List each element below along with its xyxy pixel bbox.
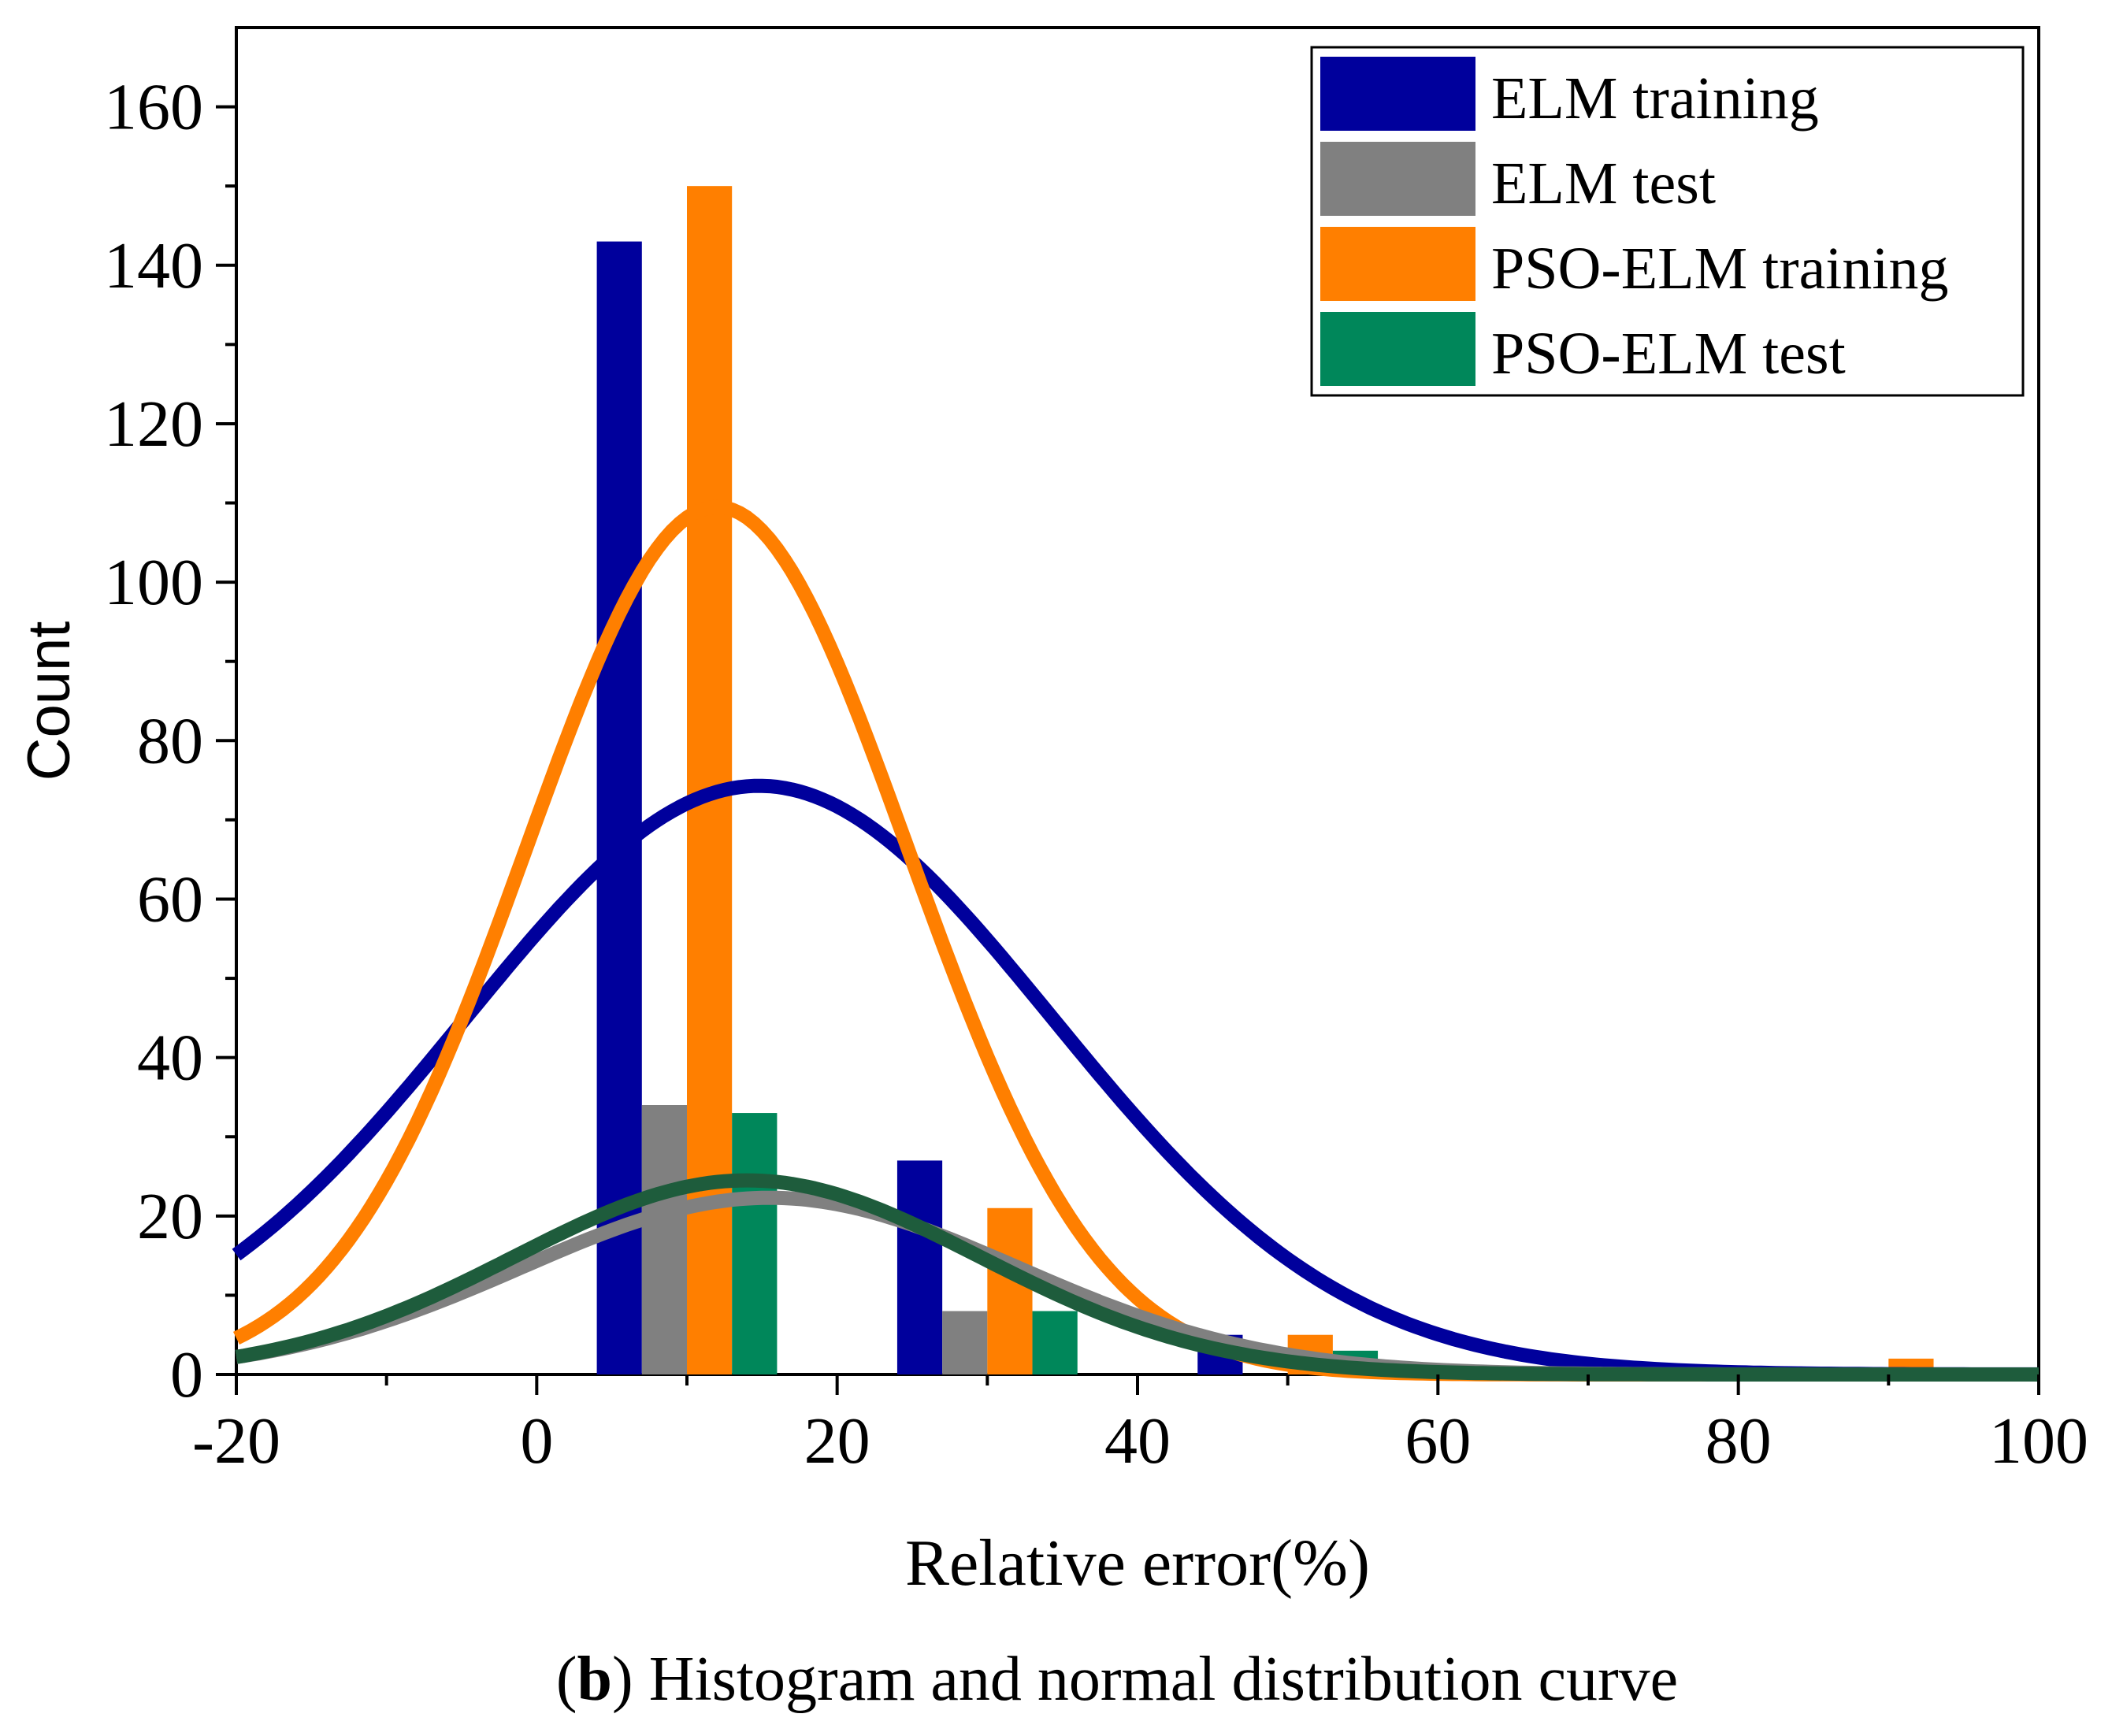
caption-letter: b	[577, 1645, 613, 1714]
x-tick-label: 20	[804, 1404, 870, 1478]
bar-pso-elm-test-bin-30	[1032, 1311, 1078, 1374]
x-axis-title: Relative error(%)	[905, 1526, 1370, 1600]
bar-elm-test-bin-30	[942, 1311, 988, 1374]
legend-swatch-pso-elm-test	[1320, 312, 1475, 386]
legend-swatch-pso-elm-training	[1320, 227, 1475, 301]
y-axis-title: Count	[16, 621, 83, 781]
y-tick-label: 160	[104, 71, 203, 144]
legend-swatch-elm-test	[1320, 142, 1475, 216]
legend-label-pso-elm-test: PSO-ELM test	[1491, 321, 1846, 387]
x-tick-label: 40	[1104, 1404, 1171, 1478]
bar-elm-test-bin-10	[641, 1105, 687, 1374]
legend: ELM training ELM test PSO-ELM training P…	[1310, 46, 2025, 397]
x-tick-label: -20	[192, 1404, 280, 1478]
curve-elm-training-normal-fit	[232, 778, 2039, 1382]
x-tick-label: 0	[520, 1404, 553, 1478]
y-tick-label: 20	[137, 1180, 203, 1253]
caption-text: Histogram and normal distribution curve	[649, 1645, 1678, 1714]
bar-pso-elm-test-bin-10	[732, 1113, 778, 1374]
legend-label-pso-elm-training: PSO-ELM training	[1491, 236, 1949, 302]
y-tick-label: 0	[170, 1338, 203, 1411]
curve-elm-test-normal-fit	[235, 1190, 2039, 1382]
x-tick-label: 60	[1405, 1404, 1471, 1478]
y-tick-label: 60	[137, 862, 203, 936]
legend-swatch-elm-training	[1320, 57, 1475, 131]
bar-pso-elm-training-bin-30	[987, 1207, 1033, 1374]
y-tick-label: 40	[137, 1022, 203, 1095]
x-tick-label: 80	[1706, 1404, 1772, 1478]
y-tick-label: 100	[104, 546, 203, 619]
normal-curves	[232, 499, 2039, 1382]
y-tick-label: 140	[104, 229, 203, 302]
bar-elm-training-bin-30	[896, 1160, 943, 1374]
legend-label-elm-test: ELM test	[1491, 150, 1716, 217]
y-tick-label: 80	[137, 704, 203, 777]
x-tick-label: 100	[1989, 1404, 2088, 1478]
y-tick-label: 120	[104, 388, 203, 461]
legend-label-elm-training: ELM training	[1491, 65, 1819, 132]
bar-elm-training-bin-10	[596, 241, 642, 1374]
figure-caption: (b) Histogram and normal distribution cu…	[556, 1645, 1678, 1714]
curve-pso-elm-training-normal-fit	[233, 499, 2039, 1382]
